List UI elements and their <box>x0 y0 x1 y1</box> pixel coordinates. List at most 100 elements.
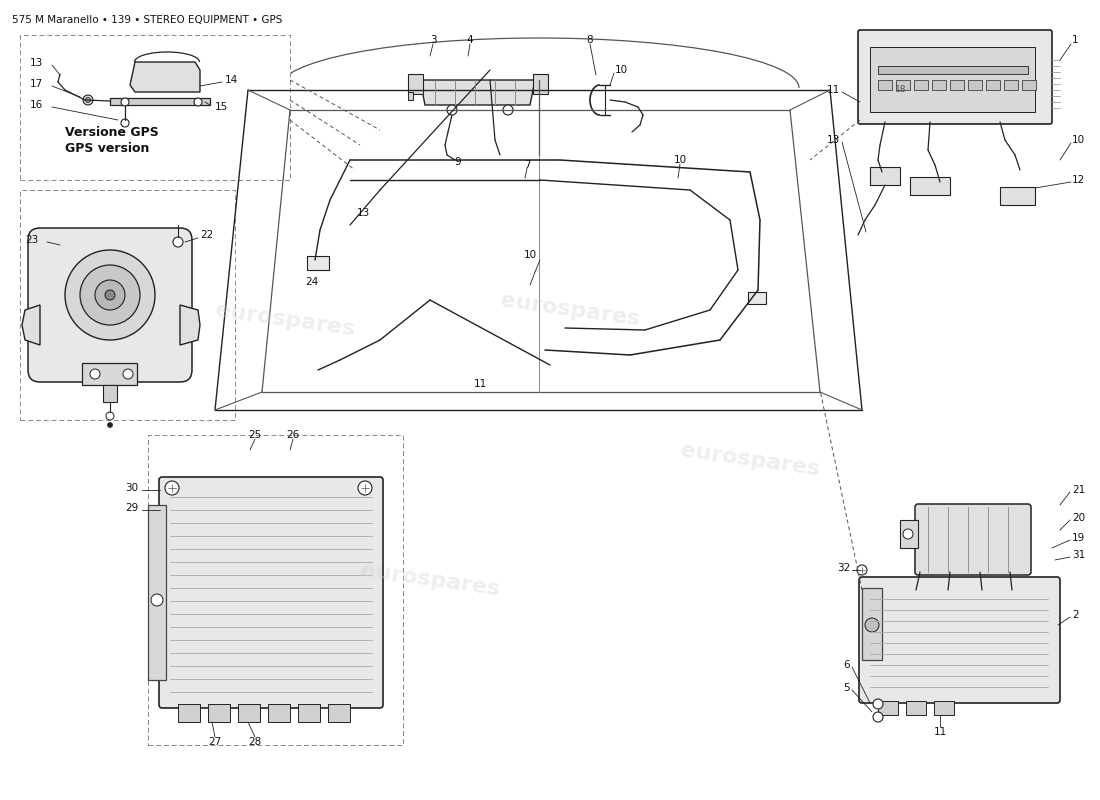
Bar <box>870 47 1035 112</box>
FancyBboxPatch shape <box>858 30 1052 124</box>
Bar <box>1022 80 1036 90</box>
Text: 31: 31 <box>1072 550 1086 560</box>
Circle shape <box>95 280 125 310</box>
Circle shape <box>194 98 202 106</box>
Bar <box>268 704 290 722</box>
Circle shape <box>857 565 867 575</box>
Bar <box>110 98 210 105</box>
Bar <box>307 256 329 270</box>
FancyBboxPatch shape <box>160 477 383 708</box>
Circle shape <box>82 95 94 105</box>
FancyBboxPatch shape <box>20 35 290 180</box>
Text: 575 M Maranello • 139 • STEREO EQUIPMENT • GPS: 575 M Maranello • 139 • STEREO EQUIPMENT… <box>12 15 283 25</box>
Bar <box>878 66 1028 74</box>
Text: 8: 8 <box>586 35 593 45</box>
Text: 25: 25 <box>249 430 262 440</box>
Text: 28: 28 <box>249 737 262 747</box>
FancyBboxPatch shape <box>148 435 403 745</box>
Text: 5: 5 <box>844 683 850 693</box>
Bar <box>408 74 424 94</box>
Bar <box>870 167 900 185</box>
Text: 6: 6 <box>844 660 850 670</box>
Bar <box>932 80 946 90</box>
Circle shape <box>873 699 883 709</box>
Bar <box>208 704 230 722</box>
Bar <box>1000 187 1035 205</box>
Bar <box>986 80 1000 90</box>
Bar <box>148 505 166 680</box>
Text: 21: 21 <box>1072 485 1086 495</box>
Text: eurospares: eurospares <box>499 290 641 330</box>
Text: 9: 9 <box>454 157 461 167</box>
Circle shape <box>503 105 513 115</box>
Text: 10: 10 <box>1072 135 1085 145</box>
Text: 20: 20 <box>1072 513 1085 523</box>
Polygon shape <box>420 80 535 105</box>
Circle shape <box>121 98 129 106</box>
Bar <box>878 701 898 715</box>
Bar <box>906 701 926 715</box>
Bar <box>748 292 766 304</box>
Text: 3: 3 <box>430 35 437 45</box>
Circle shape <box>447 105 456 115</box>
FancyBboxPatch shape <box>28 228 192 382</box>
Circle shape <box>865 618 879 632</box>
Bar <box>914 80 928 90</box>
Text: 10: 10 <box>673 155 686 165</box>
Bar <box>968 80 982 90</box>
Text: 13: 13 <box>356 208 370 218</box>
Text: 18: 18 <box>895 86 906 94</box>
Text: 11: 11 <box>827 85 840 95</box>
Text: 13: 13 <box>827 135 840 145</box>
Text: 26: 26 <box>286 430 299 440</box>
Text: 11: 11 <box>473 379 486 389</box>
Circle shape <box>86 98 90 102</box>
Text: GPS version: GPS version <box>65 142 150 154</box>
Bar <box>878 80 892 90</box>
Bar <box>910 177 950 195</box>
Circle shape <box>108 422 112 427</box>
Bar <box>950 80 964 90</box>
Bar <box>103 385 117 402</box>
Bar <box>862 588 882 660</box>
Circle shape <box>358 481 372 495</box>
Bar <box>896 80 910 90</box>
Text: eurospares: eurospares <box>679 440 821 480</box>
Circle shape <box>903 529 913 539</box>
Circle shape <box>90 369 100 379</box>
Text: 24: 24 <box>305 277 318 287</box>
Polygon shape <box>130 62 200 92</box>
Circle shape <box>80 265 140 325</box>
Text: 17: 17 <box>30 79 43 89</box>
Text: 7: 7 <box>524 160 530 170</box>
Text: 1: 1 <box>1072 35 1079 45</box>
Circle shape <box>104 290 116 300</box>
Text: 11: 11 <box>934 727 947 737</box>
Text: 12: 12 <box>1072 175 1086 185</box>
Circle shape <box>106 412 114 420</box>
Text: 15: 15 <box>214 102 229 112</box>
Text: Versione GPS: Versione GPS <box>65 126 158 138</box>
Text: 4: 4 <box>466 35 473 45</box>
Bar <box>178 704 200 722</box>
FancyBboxPatch shape <box>859 577 1060 703</box>
Text: 19: 19 <box>1072 533 1086 543</box>
Bar <box>298 704 320 722</box>
Bar <box>534 74 548 94</box>
Text: 13: 13 <box>30 58 43 68</box>
FancyBboxPatch shape <box>915 504 1031 575</box>
Text: eurospares: eurospares <box>359 560 502 600</box>
Circle shape <box>173 237 183 247</box>
Circle shape <box>121 119 129 127</box>
Bar <box>238 704 260 722</box>
Text: eurospares: eurospares <box>213 300 356 340</box>
Bar <box>900 520 918 548</box>
Text: 2: 2 <box>1072 610 1079 620</box>
Text: 23: 23 <box>25 235 39 245</box>
Text: 10: 10 <box>524 250 537 260</box>
Bar <box>934 701 954 715</box>
Circle shape <box>165 481 179 495</box>
Circle shape <box>873 712 883 722</box>
Polygon shape <box>180 305 200 345</box>
Text: 16: 16 <box>30 100 43 110</box>
